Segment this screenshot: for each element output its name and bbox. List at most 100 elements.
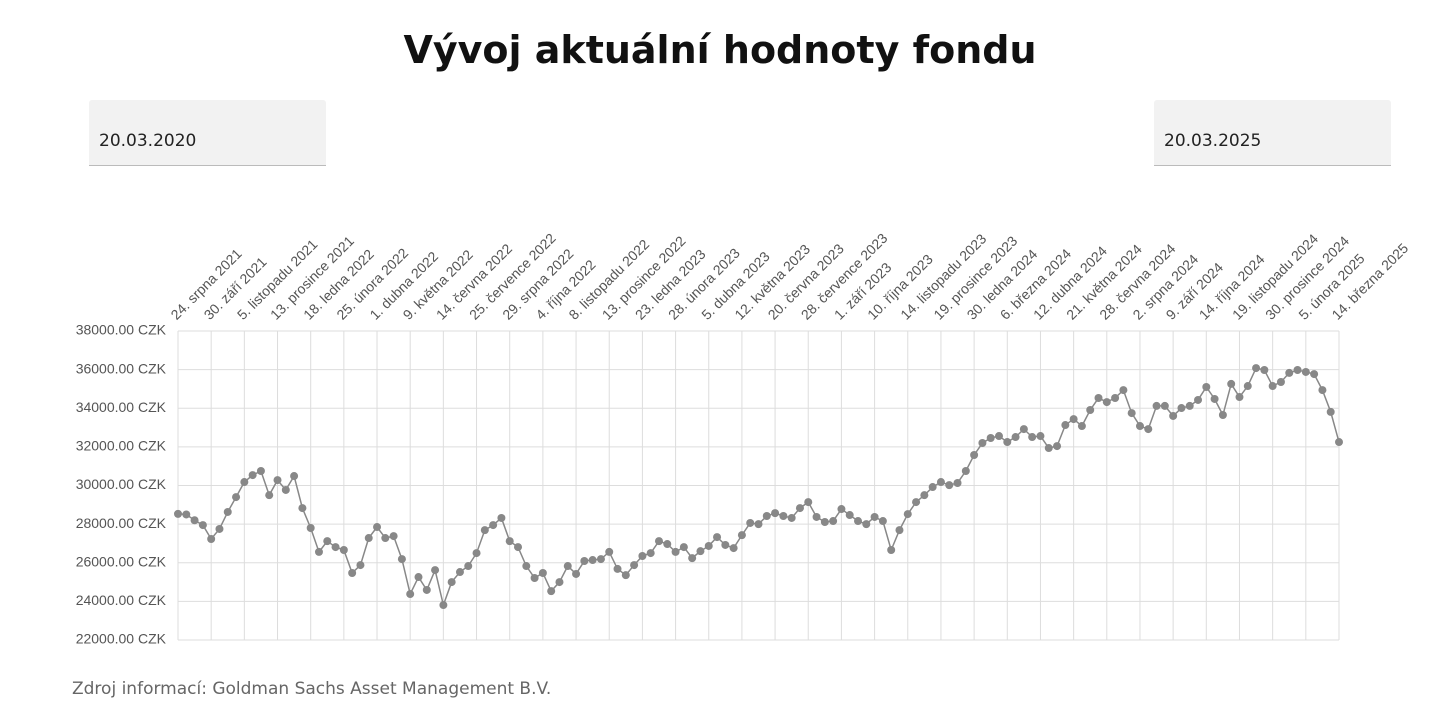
data-point [331, 543, 340, 552]
data-point [572, 569, 581, 578]
data-point [920, 491, 929, 500]
data-point [679, 543, 688, 552]
data-point [903, 510, 912, 519]
data-point [953, 478, 962, 487]
data-point [887, 546, 896, 555]
data-point [1160, 401, 1169, 410]
data-point [381, 534, 390, 543]
data-point [1094, 394, 1103, 403]
data-point [936, 478, 945, 487]
data-point [248, 471, 257, 480]
data-point [1260, 366, 1269, 375]
data-point [1028, 433, 1037, 442]
chart: 22000.00 CZK 24000.00 CZK 26000.00 CZK 2800… [76, 230, 1412, 647]
data-point [1077, 422, 1086, 431]
data-point [555, 578, 564, 587]
data-point [497, 513, 506, 522]
data-point [1227, 379, 1236, 388]
data-point [1019, 425, 1028, 434]
data-point [837, 505, 846, 514]
data-point [530, 574, 539, 583]
y-tick-label: 34000.00 CZK [76, 399, 167, 415]
data-point [878, 517, 887, 526]
data-point [348, 568, 357, 577]
y-tick-label: 32000.00 CZK [76, 438, 167, 454]
data-point [663, 540, 672, 549]
data-point [306, 523, 315, 532]
data-point [198, 521, 207, 530]
data-point [256, 467, 265, 476]
data-point [339, 546, 348, 555]
data-point [1185, 401, 1194, 410]
data-point [986, 433, 995, 442]
data-point [870, 512, 879, 521]
data-point [1169, 411, 1178, 420]
data-point [1069, 415, 1078, 424]
data-point [1252, 364, 1261, 373]
data-point [1036, 432, 1045, 441]
date-to-input[interactable]: 20.03.2025 [1154, 100, 1391, 166]
data-point [696, 547, 705, 556]
data-point [356, 561, 365, 570]
data-point [596, 555, 605, 564]
data-point [945, 481, 954, 490]
data-point [364, 534, 373, 543]
data-point [795, 504, 804, 513]
data-point [605, 547, 614, 556]
data-point [431, 566, 440, 575]
data-point [729, 544, 738, 553]
data-point [1194, 395, 1203, 404]
data-point [455, 568, 464, 577]
data-point [845, 511, 854, 520]
data-point [638, 551, 647, 560]
data-point [480, 526, 489, 535]
data-point [895, 526, 904, 535]
data-point [1061, 421, 1070, 430]
data-point [240, 478, 249, 487]
data-point [912, 498, 921, 507]
data-point [671, 547, 680, 556]
data-point [1202, 383, 1211, 392]
data-point [1111, 394, 1120, 403]
data-point [1301, 367, 1310, 376]
data-point [223, 507, 232, 516]
data-point [323, 537, 332, 546]
data-point [538, 568, 547, 577]
data-point [1310, 370, 1319, 379]
data-point [1152, 401, 1161, 410]
data-point [422, 585, 431, 594]
data-point [1335, 438, 1343, 447]
data-point [389, 532, 398, 541]
data-point [273, 476, 282, 485]
data-point [961, 467, 970, 476]
y-tick-label: 30000.00 CZK [76, 476, 167, 492]
data-point [1293, 366, 1302, 375]
date-from-input[interactable]: 20.03.2020 [89, 100, 326, 166]
data-point [447, 578, 456, 587]
data-point [994, 432, 1003, 441]
data-point [174, 509, 182, 518]
y-tick-label: 24000.00 CZK [76, 592, 167, 608]
data-point [314, 547, 323, 556]
data-point [1285, 368, 1294, 377]
data-point [1210, 394, 1219, 403]
data-point [522, 562, 531, 571]
data-point [298, 504, 307, 513]
data-point [190, 516, 199, 525]
data-point [1011, 433, 1020, 442]
data-point [862, 520, 871, 529]
data-point [406, 590, 415, 599]
data-point [820, 518, 829, 527]
data-point [654, 537, 663, 546]
data-point [489, 521, 498, 530]
data-point [265, 491, 274, 500]
data-point [514, 543, 523, 552]
y-tick-label: 38000.00 CZK [76, 322, 167, 338]
y-tick-label: 26000.00 CZK [76, 553, 167, 569]
data-point [630, 561, 639, 570]
data-point [505, 537, 514, 546]
y-tick-label: 22000.00 CZK [76, 631, 167, 647]
data-point [563, 562, 572, 571]
chart-title: Vývoj aktuální hodnoty fondu [403, 28, 1037, 72]
